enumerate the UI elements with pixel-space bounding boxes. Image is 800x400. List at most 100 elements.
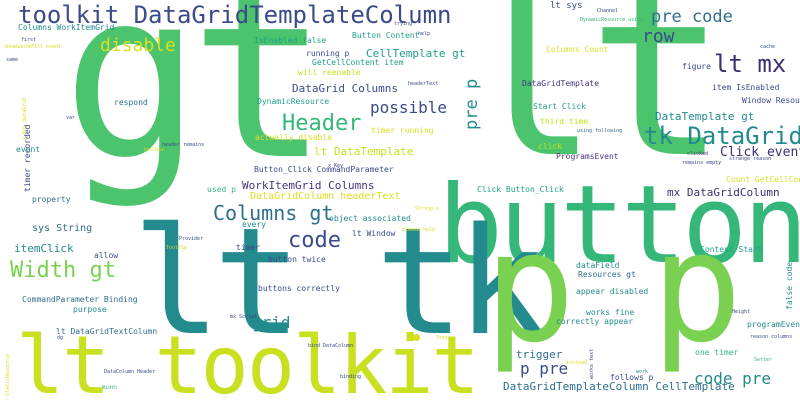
cloud-word: p pre	[520, 359, 569, 378]
cloud-word: clicked	[687, 151, 709, 157]
cloud-word: header remains	[162, 142, 205, 148]
cloud-word: please help	[402, 227, 436, 233]
cloud-word: ProgramsEvent	[556, 152, 619, 161]
cloud-word: button	[438, 163, 800, 288]
cloud-word: Click Button_Click	[477, 185, 564, 194]
cloud-word: DataGridTemplate	[522, 79, 600, 88]
cloud-word: lt mx	[714, 50, 787, 78]
cloud-word: toolbox	[143, 147, 165, 153]
cloud-word: dg	[57, 335, 64, 341]
cloud-word: timer	[236, 243, 261, 252]
cloud-word: false code	[785, 261, 794, 310]
cloud-word: help	[418, 31, 431, 37]
cloud-word: Header	[282, 111, 362, 136]
cloud-word: Key StaticResource	[5, 353, 11, 400]
cloud-word: itemClick	[14, 242, 74, 255]
cloud-word: first	[21, 37, 37, 43]
cloud-word: Provider	[179, 236, 204, 242]
cloud-word: running p	[306, 49, 350, 58]
cloud-word: var	[66, 115, 76, 121]
cloud-word: respond	[114, 98, 148, 107]
cloud-word: pre p	[462, 78, 482, 130]
cloud-word: Resources gt	[578, 270, 636, 279]
cloud-word: Button_Click CommandParameter	[254, 165, 394, 174]
cloud-word: Width gt	[10, 258, 116, 283]
cloud-word: CellTemplate gt	[366, 47, 466, 60]
cloud-word: WorkItemGrid Columns	[242, 179, 375, 192]
cloud-word: code pre	[694, 369, 772, 388]
cloud-word: Columns Count	[546, 45, 609, 54]
cloud-word: Channel	[597, 8, 619, 14]
cloud-word: programEvent	[747, 320, 800, 329]
cloud-word: GetCellContent item	[312, 58, 404, 67]
cloud-word: Setter	[754, 357, 773, 363]
cloud-word: DataTemplate gt	[655, 110, 755, 123]
cloud-word: row	[642, 26, 675, 47]
cloud-word: DataColumn Header	[104, 369, 156, 375]
cloud-word: Text	[436, 335, 449, 341]
cloud-word: strange reason	[729, 156, 772, 162]
cloud-word: bind DataColumn	[308, 343, 354, 349]
cloud-word: String x	[415, 206, 440, 212]
cloud-word: DynamicResource	[257, 97, 330, 106]
cloud-word: cache	[760, 44, 776, 50]
cloud-word: Columns gt	[213, 201, 334, 225]
cloud-word: actually disable	[255, 133, 333, 142]
cloud-word: property	[32, 195, 71, 204]
cloud-word: trying	[394, 21, 413, 27]
cloud-word: one timer	[695, 348, 739, 357]
cloud-word: Content Start	[700, 245, 763, 254]
cloud-word: works text	[589, 348, 595, 379]
cloud-word: x Key	[328, 163, 344, 169]
cloud-word: lt	[460, 0, 727, 209]
cloud-word: DataGrid Columns	[292, 82, 398, 95]
cloud-word: follows p	[610, 373, 654, 382]
cloud-word: Columns WorkItemGrid	[18, 23, 115, 32]
cloud-word: purpose	[73, 305, 107, 314]
cloud-word: CommandParameter Binding	[22, 295, 138, 304]
cloud-word: headerText	[408, 81, 439, 87]
cloud-word: binding	[340, 374, 362, 380]
cloud-word: same	[6, 57, 19, 63]
cloud-word: IsEnabled false	[254, 36, 327, 45]
cloud-word: lt DataGridTextColumn	[56, 327, 158, 336]
cloud-word: every	[242, 220, 267, 229]
cloud-word: appear disabled	[576, 287, 649, 296]
cloud-word: event	[16, 145, 41, 154]
dot-mark	[413, 334, 420, 341]
cloud-word: using following	[577, 128, 623, 134]
cloud-word: works fine	[586, 308, 635, 317]
cloud-word: object associated	[329, 214, 411, 223]
cloud-word: possible	[370, 98, 448, 117]
cloud-word: Window Resources	[742, 96, 800, 105]
cloud-word: ToolTip	[166, 245, 188, 251]
cloud-word: item IsEnabled	[712, 83, 780, 92]
cloud-word: toolkit DataGridTemplateColumn	[18, 1, 452, 29]
cloud-word: correctly appear	[556, 317, 634, 326]
cloud-word: gt	[62, 0, 329, 211]
cloud-word: pre code	[651, 7, 733, 27]
cloud-word: lt Window	[352, 229, 396, 238]
cloud-word: showGanteFill event	[4, 44, 62, 50]
cloud-word: button twice	[268, 255, 326, 264]
cloud-word: DataGridColumn headerText	[250, 191, 401, 202]
cloud-word: remains empty	[682, 160, 722, 166]
cloud-word: lt DataTemplate	[314, 145, 414, 158]
cloud-word: lt sys	[550, 1, 583, 11]
cloud-word: third time	[540, 117, 589, 126]
cloud-word: lt toolkit	[16, 319, 480, 400]
cloud-word: reason columns	[750, 334, 793, 340]
cloud-word: code	[288, 228, 341, 253]
cloud-word: disable	[100, 35, 176, 56]
cloud-word: figure	[682, 62, 711, 71]
cloud-word: grid	[252, 313, 291, 332]
cloud-word: will reenable	[298, 68, 361, 77]
cloud-word: work	[636, 369, 649, 375]
cloud-word: instead	[566, 360, 588, 366]
cloud-word: Button Content	[352, 31, 420, 40]
cloud-word: DynamicResource using	[580, 17, 644, 23]
cloud-word: tk DataGrid	[644, 122, 800, 150]
cloud-word: timer running	[371, 126, 434, 135]
cloud-word: Start Click	[533, 102, 586, 111]
cloud-word: click	[538, 142, 563, 151]
